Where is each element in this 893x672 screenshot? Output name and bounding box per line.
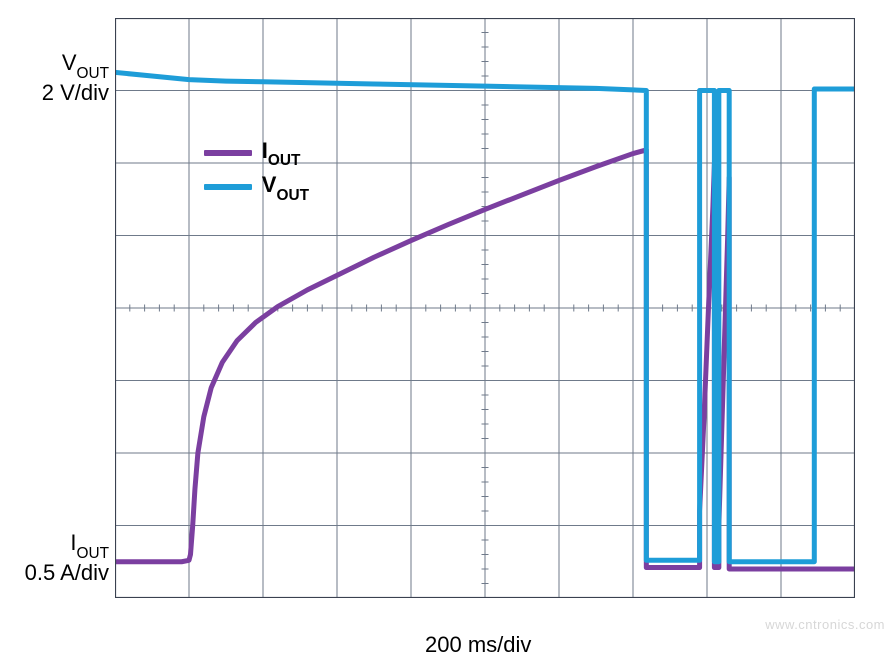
watermark: www.cntronics.com xyxy=(765,617,885,632)
iout-ref-label: IOUT 0.5 A/div xyxy=(25,530,109,585)
iout-scale: 0.5 A/div xyxy=(25,560,109,585)
legend-row-iout: IOUT xyxy=(204,138,309,168)
legend-swatch-vout xyxy=(204,184,252,190)
x-axis-label: 200 ms/div xyxy=(425,632,531,658)
vout-ref-label: VOUT 2 V/div xyxy=(42,50,109,105)
oscilloscope-plot xyxy=(115,18,855,598)
vout-symbol: V xyxy=(62,50,77,75)
legend-swatch-iout xyxy=(204,150,252,156)
iout-symbol: I xyxy=(70,530,76,555)
vout-scale: 2 V/div xyxy=(42,80,109,105)
plot-svg xyxy=(115,18,855,598)
legend-row-vout: VOUT xyxy=(204,172,309,202)
vout-subscript: OUT xyxy=(77,65,110,82)
legend: IOUT VOUT xyxy=(204,138,309,207)
legend-label-iout: IOUT xyxy=(262,138,301,168)
iout-subscript: OUT xyxy=(77,545,110,562)
legend-label-vout: VOUT xyxy=(262,172,309,202)
